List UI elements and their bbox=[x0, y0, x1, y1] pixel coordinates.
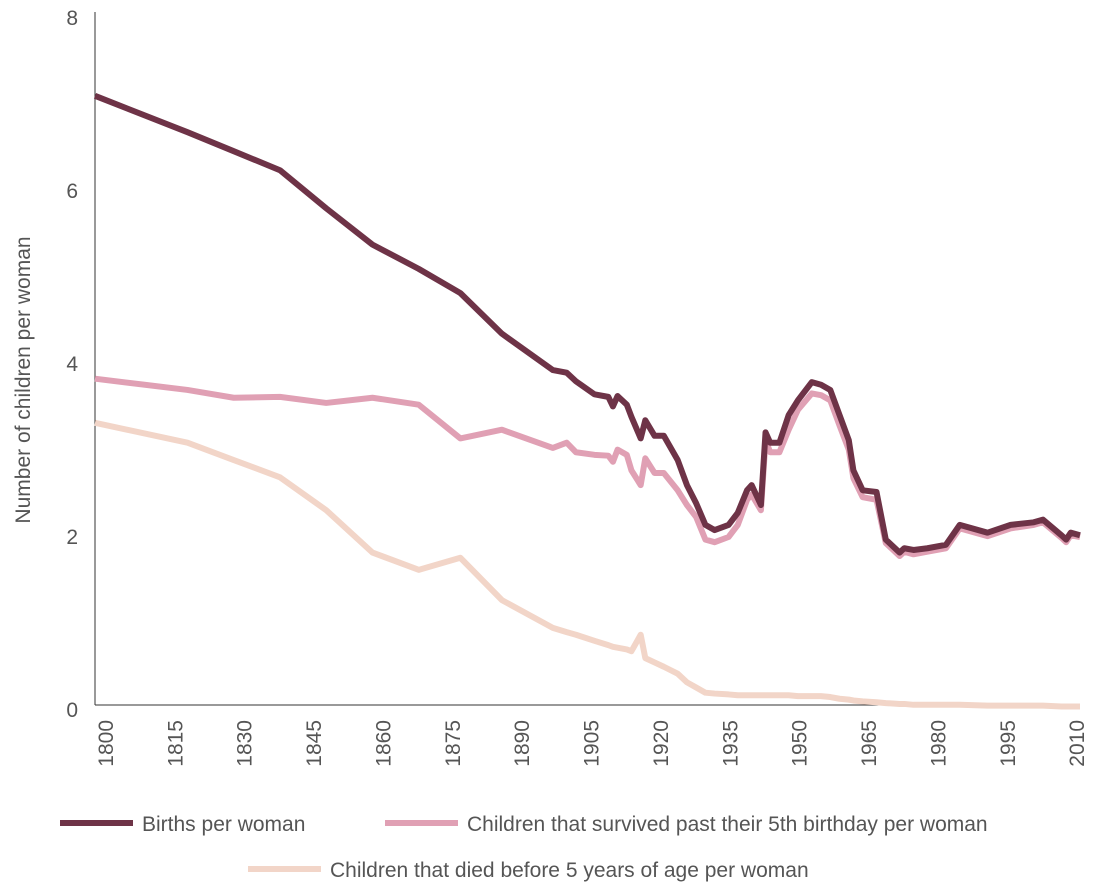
y-tick-label: 4 bbox=[66, 353, 78, 376]
y-tick-label: 2 bbox=[66, 526, 78, 549]
y-tick-label: 6 bbox=[66, 180, 78, 203]
x-tick-label: 1905 bbox=[581, 720, 604, 767]
y-axis-label: Number of children per woman bbox=[12, 236, 35, 523]
x-tick-label: 1800 bbox=[95, 720, 118, 767]
x-tick-label: 1965 bbox=[858, 720, 881, 767]
line bbox=[93, 93, 1081, 556]
x-tick-label: 1950 bbox=[789, 720, 812, 767]
x-tick-label: 1935 bbox=[719, 720, 742, 767]
x-tick-label: 1860 bbox=[372, 720, 395, 767]
x-tick-label: 1845 bbox=[303, 720, 326, 767]
x-tick-label: 1920 bbox=[650, 720, 673, 767]
x-tick-label: 1830 bbox=[234, 720, 257, 767]
line bbox=[94, 419, 1080, 710]
x-tick-label: 1980 bbox=[927, 720, 950, 767]
line bbox=[94, 375, 1081, 560]
x-tick-label: 1995 bbox=[997, 720, 1020, 767]
y-tick-label: 0 bbox=[66, 699, 78, 722]
y-tick-label: 8 bbox=[66, 7, 78, 30]
x-tick-label: 1875 bbox=[442, 720, 465, 767]
x-tick-label: 2010 bbox=[1066, 720, 1089, 767]
legend-label: Children that survived past their 5th bi… bbox=[467, 813, 988, 836]
x-tick-label: 1890 bbox=[511, 720, 534, 767]
legend-label: Children that died before 5 years of age… bbox=[330, 859, 809, 882]
legend-label: Births per woman bbox=[142, 813, 305, 836]
x-tick-label: 1815 bbox=[164, 720, 187, 767]
